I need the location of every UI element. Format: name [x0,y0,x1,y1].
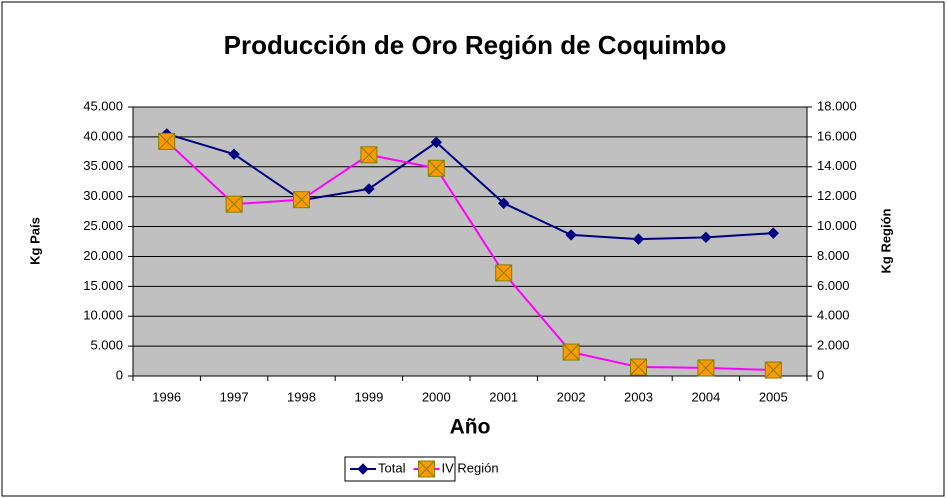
x-tick-label: 2001 [489,389,518,404]
marker-cross [158,133,176,150]
marker [630,358,647,376]
legend: Total IV Región [344,456,499,482]
y2-tick-label: 2.000 [817,338,850,353]
y2-tick-label: 6.000 [817,278,850,293]
marker-cross [293,191,310,209]
y-axis-title: Kg País [27,217,42,265]
marker-cross [562,343,580,361]
marker [697,359,715,377]
marker [228,148,240,160]
marker [360,146,378,164]
y2-tick-label: 8.000 [817,248,850,263]
marker [225,195,243,213]
marker-cross [225,195,243,213]
marker-cross [418,460,435,478]
marker [767,227,780,239]
series-line [166,140,774,372]
legend-label: Total [378,460,406,475]
x-tick-label: 2002 [557,389,586,404]
y2-tick-label: 0 [817,367,824,382]
legend-label: IV Región [441,460,498,475]
x-axis-title: Año [450,416,491,439]
marker [357,463,369,475]
y2-tick-label: 10.000 [817,218,857,233]
x-tick-label: 2005 [759,389,788,404]
marker [158,132,176,150]
y-tick-label: 20.000 [83,248,123,263]
y2-axis-title: Kg Región [878,208,893,273]
y2-tick-label: 12.000 [817,188,857,203]
chart-title: Producción de Oro Región de Coquimbo [224,30,727,60]
y-tick-label: 40.000 [83,128,123,143]
y2-tick-label: 16.000 [817,128,857,143]
marker [764,361,782,379]
x-tick-label: 1998 [287,389,316,404]
x-tick-label: 2003 [624,389,653,404]
marker-cross [697,359,715,377]
y2-tick-label: 14.000 [817,158,857,173]
y-tick-label: 35.000 [83,158,123,173]
marker [632,233,645,245]
y-tick-label: 5.000 [90,338,123,353]
marker [562,343,580,361]
y-tick-label: 25.000 [83,218,123,233]
marker [293,191,310,209]
marker-cross [764,361,782,379]
marker-cross [630,358,647,376]
marker [497,197,510,209]
marker [363,183,375,195]
marker [700,231,712,244]
x-tick-label: 2000 [422,389,451,404]
y-tick-label: 30.000 [83,188,123,203]
x-tick-label: 1999 [354,389,383,404]
marker [417,460,435,478]
x-tick-label: 2004 [691,389,720,404]
y-tick-label: 15.000 [83,278,123,293]
x-tick-label: 1996 [152,389,181,404]
marker-cross [427,159,445,177]
marker-cross [495,264,513,282]
y-tick-label: 10.000 [83,308,123,323]
marker [427,159,445,177]
marker [495,264,513,282]
y2-tick-label: 4.000 [817,308,850,323]
series-line [166,132,774,241]
marker-cross [360,146,378,164]
marker [565,229,577,241]
y-tick-label: 45.000 [83,98,123,113]
x-tick-label: 1997 [220,389,249,404]
plot-area [132,106,808,377]
y2-tick-label: 18.000 [817,98,857,113]
y-tick-label: 0 [116,367,123,382]
marker [430,136,443,148]
